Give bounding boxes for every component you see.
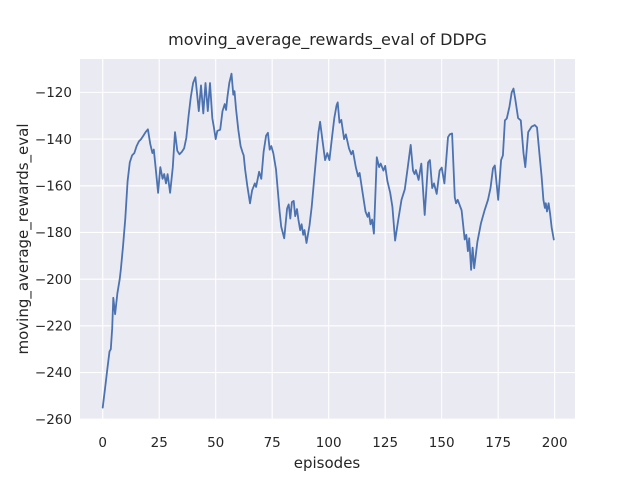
y-tick-label: −160 <box>35 178 72 194</box>
x-tick-label: 0 <box>98 435 107 451</box>
y-tick-label: −140 <box>35 132 72 148</box>
data-line <box>101 72 555 409</box>
y-tick-label: −180 <box>35 225 72 241</box>
plot-area <box>80 59 575 419</box>
x-tick-label: 75 <box>264 435 281 451</box>
x-axis-label: episodes <box>293 454 361 472</box>
x-tick-label: 25 <box>151 435 168 451</box>
y-axis-label: moving_average_rewards_eval <box>14 123 32 355</box>
y-tick-label: −200 <box>35 272 72 288</box>
x-tick-label: 50 <box>207 435 224 451</box>
x-tick-label: 200 <box>542 435 568 451</box>
y-tick-label: −260 <box>35 412 72 428</box>
chart-title: moving_average_rewards_eval of DDPG <box>168 30 487 49</box>
x-tick-label: 125 <box>372 435 398 451</box>
y-tick-label: −120 <box>35 85 72 101</box>
x-tick-label: 150 <box>429 435 455 451</box>
x-tick-label: 175 <box>485 435 511 451</box>
y-tick-label: −220 <box>35 319 72 335</box>
y-tick-label: −240 <box>35 365 72 381</box>
x-tick-label: 100 <box>316 435 342 451</box>
